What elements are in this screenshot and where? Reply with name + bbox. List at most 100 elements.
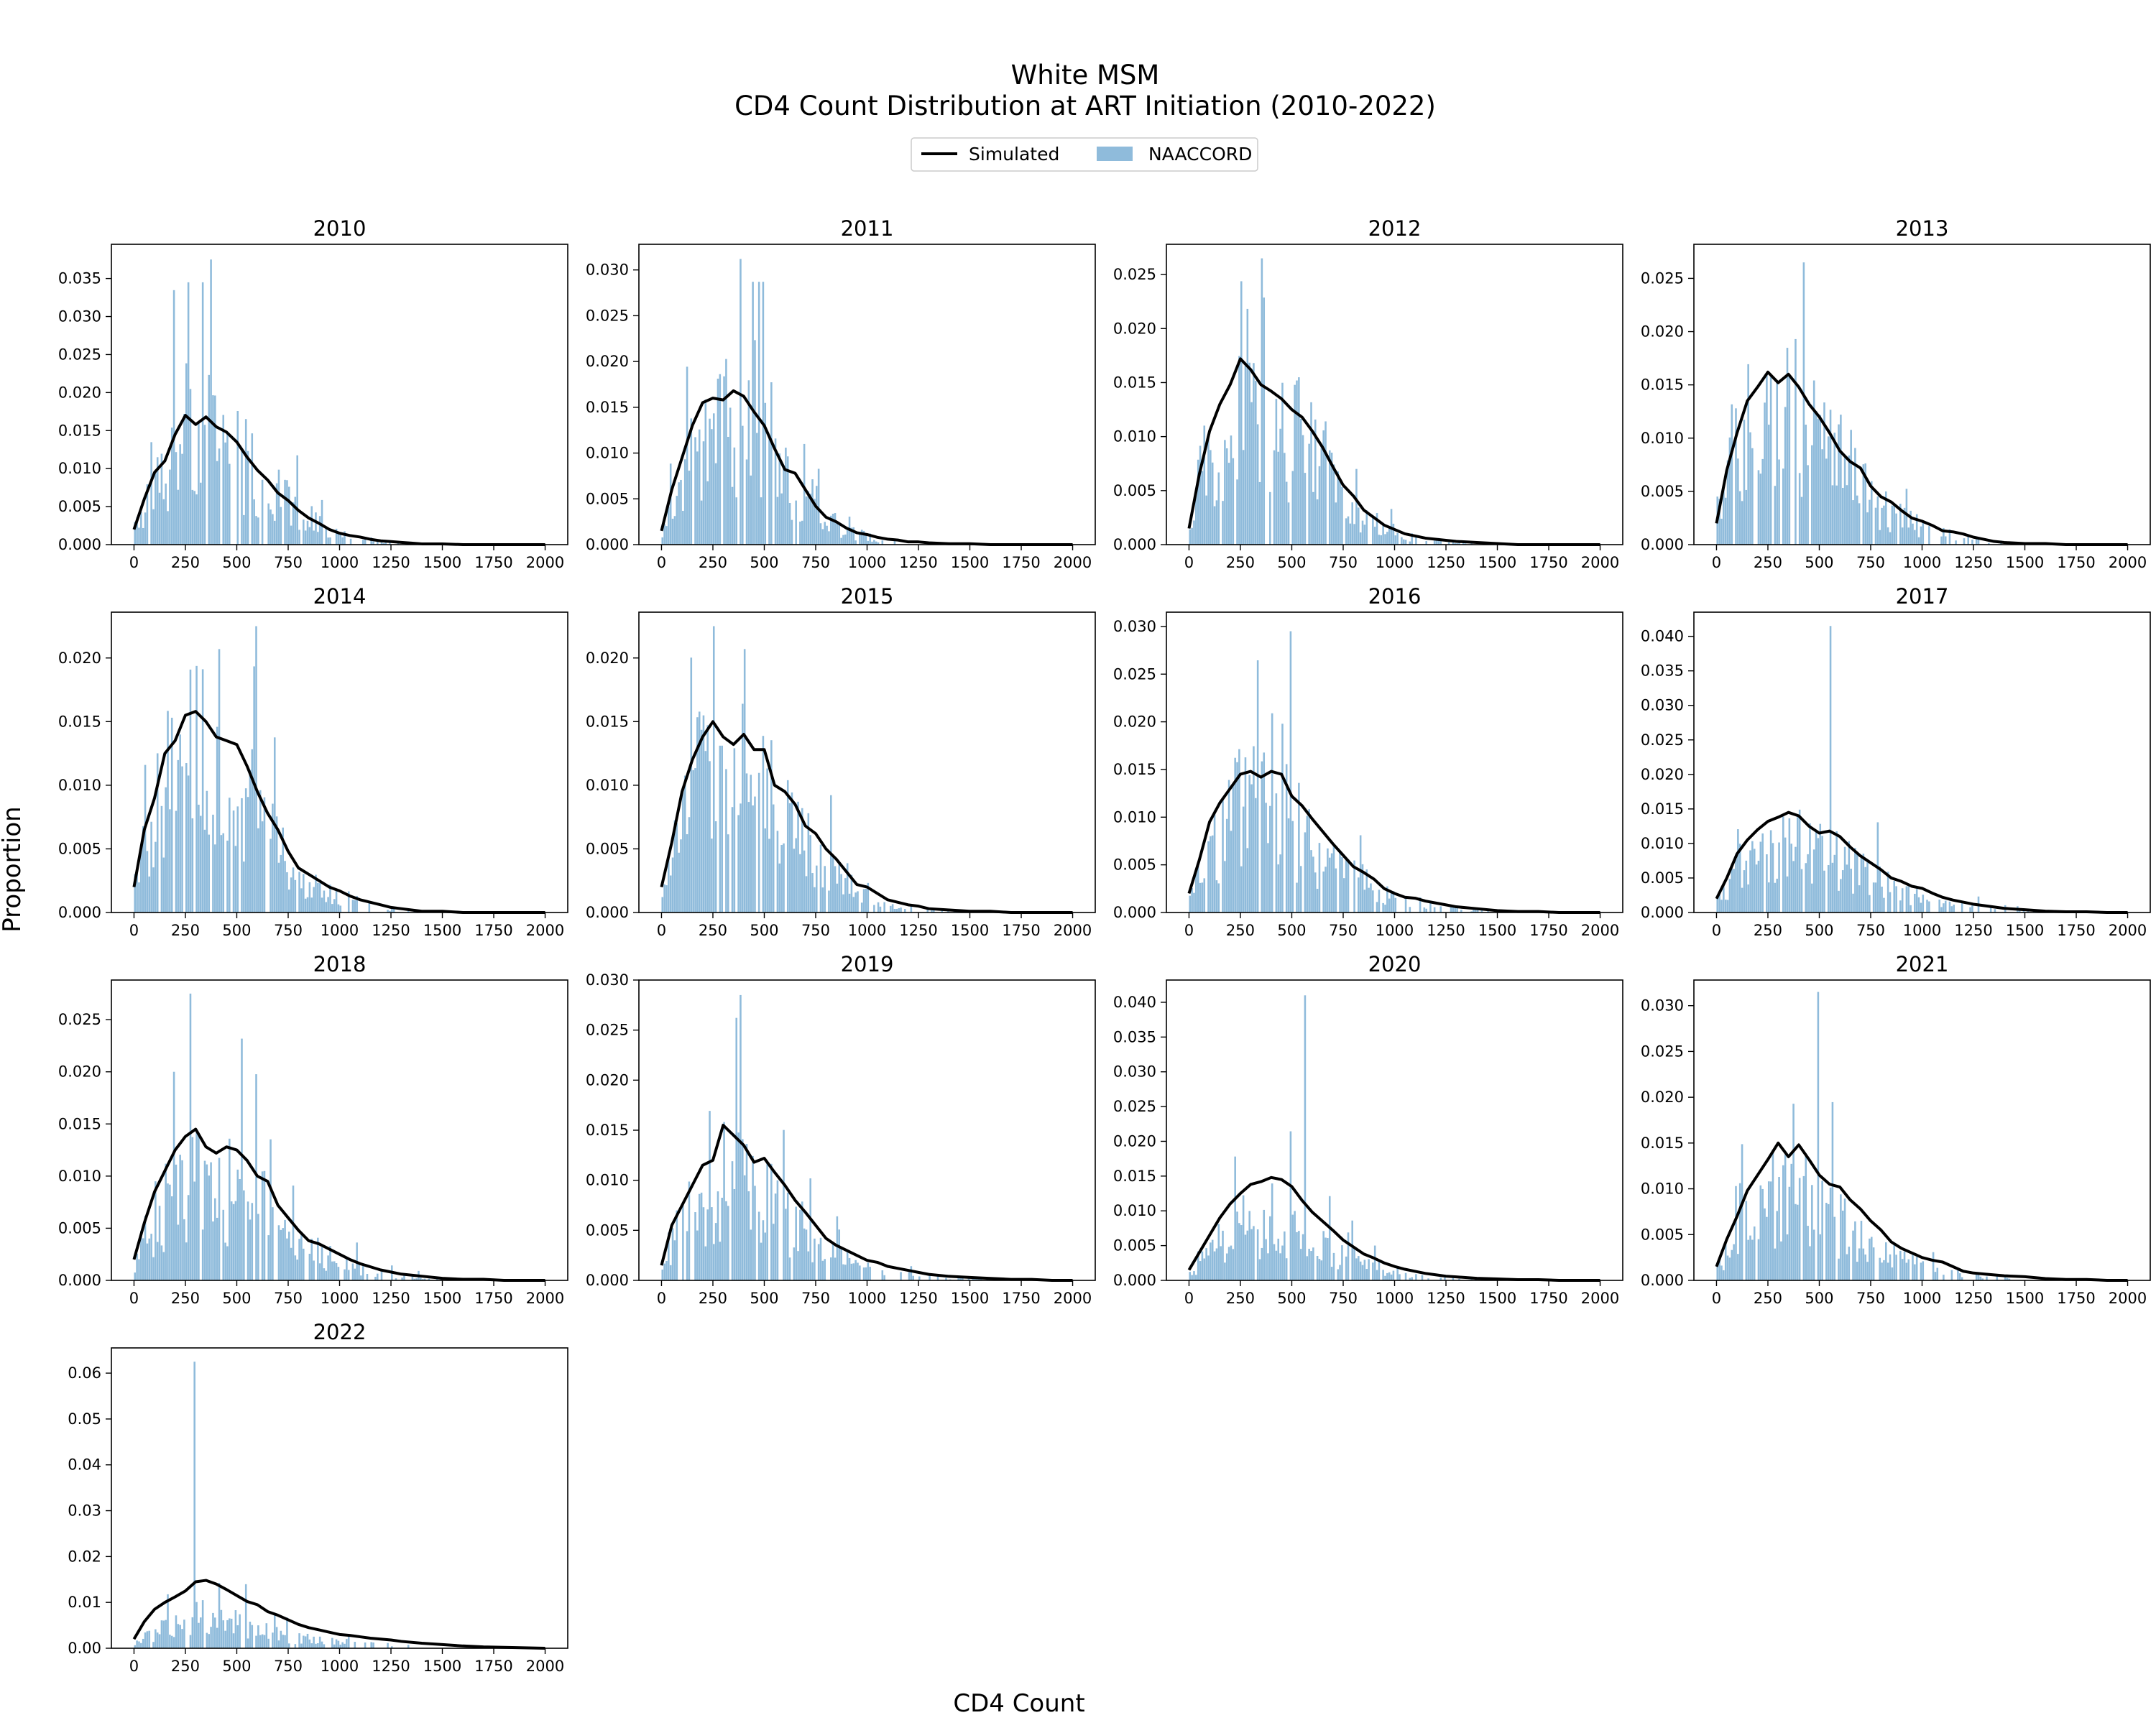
naaccord-bar xyxy=(1949,902,1951,912)
x-tick-label: 750 xyxy=(1329,1290,1358,1307)
naaccord-bar xyxy=(1189,1272,1191,1280)
naaccord-bar xyxy=(754,797,756,912)
naaccord-bar xyxy=(1838,425,1840,545)
y-tick-label: 0.015 xyxy=(586,399,629,416)
naaccord-bar xyxy=(723,1122,725,1280)
naaccord-bar xyxy=(148,1239,150,1280)
naaccord-bar xyxy=(806,876,808,912)
naaccord-bar xyxy=(1920,1262,1922,1280)
x-tick-label: 500 xyxy=(222,1658,251,1675)
naaccord-bar xyxy=(284,1635,286,1648)
naaccord-bar xyxy=(267,504,270,545)
naaccord-bar xyxy=(1914,894,1916,912)
naaccord-bar xyxy=(142,528,144,545)
naaccord-bar xyxy=(233,810,235,912)
naaccord-bar xyxy=(307,1634,309,1648)
naaccord-bars xyxy=(1189,259,1511,545)
naaccord-bar xyxy=(1365,510,1368,545)
naaccord-bar xyxy=(1222,1231,1224,1280)
naaccord-bar xyxy=(684,776,686,912)
naaccord-bar xyxy=(694,437,696,545)
naaccord-bar xyxy=(1848,1247,1851,1280)
naaccord-bar xyxy=(1341,487,1343,545)
x-tick-label: 2000 xyxy=(526,554,564,571)
naaccord-bar xyxy=(175,811,178,912)
naaccord-bar xyxy=(1751,448,1754,545)
naaccord-bar xyxy=(764,1233,766,1281)
naaccord-bar xyxy=(680,480,682,545)
naaccord-bar xyxy=(1214,507,1216,545)
naaccord-bar xyxy=(824,522,826,545)
naaccord-bar xyxy=(1842,488,1844,545)
naaccord-bar xyxy=(711,1207,713,1280)
naaccord-bar xyxy=(688,1181,691,1280)
naaccord-bar xyxy=(1248,775,1250,912)
naaccord-bar xyxy=(797,802,799,912)
naaccord-bar xyxy=(280,1230,282,1280)
naaccord-bar xyxy=(1312,856,1314,912)
naaccord-bar xyxy=(795,838,797,912)
naaccord-bar xyxy=(1887,1262,1889,1280)
naaccord-bar xyxy=(1823,871,1825,912)
naaccord-bar xyxy=(331,1262,333,1280)
naaccord-bar xyxy=(1247,309,1249,545)
x-tick-label: 1500 xyxy=(2006,1290,2044,1307)
naaccord-bar xyxy=(1279,429,1281,545)
naaccord-bar xyxy=(1818,838,1820,912)
naaccord-bar xyxy=(1871,1237,1873,1280)
naaccord-bar xyxy=(313,887,315,912)
naaccord-bar xyxy=(319,883,321,912)
x-tick-label: 500 xyxy=(1805,1290,1833,1307)
naaccord-bar xyxy=(333,1261,336,1280)
naaccord-bar xyxy=(313,1260,315,1280)
x-tick-label: 750 xyxy=(1329,554,1358,571)
naaccord-bar xyxy=(1877,496,1879,545)
naaccord-bar xyxy=(740,803,742,912)
naaccord-bar xyxy=(822,887,824,912)
naaccord-bar xyxy=(1746,1201,1748,1280)
naaccord-bar xyxy=(1319,843,1321,912)
y-tick-label: 0.010 xyxy=(586,445,629,462)
naaccord-bar xyxy=(226,1620,229,1648)
naaccord-bar xyxy=(706,725,709,912)
naaccord-bar xyxy=(321,500,323,545)
y-tick-label: 0.02 xyxy=(68,1548,101,1565)
naaccord-bar xyxy=(1220,1246,1222,1280)
x-tick-label: 1750 xyxy=(474,922,512,939)
naaccord-bar xyxy=(181,1629,183,1648)
naaccord-bar xyxy=(290,1248,292,1280)
naaccord-bar xyxy=(734,448,736,545)
y-tick-label: 0.010 xyxy=(586,1172,629,1189)
x-tick-label: 250 xyxy=(1226,922,1255,939)
naaccord-bar xyxy=(849,1258,851,1280)
naaccord-bar xyxy=(1279,854,1281,912)
naaccord-bar xyxy=(173,1072,175,1280)
naaccord-bar xyxy=(1281,383,1284,545)
naaccord-bar xyxy=(340,535,342,545)
naaccord-bar xyxy=(296,456,298,545)
naaccord-bars xyxy=(661,259,977,545)
naaccord-bar xyxy=(1405,897,1407,912)
x-tick-label: 1500 xyxy=(1478,554,1516,571)
naaccord-bar xyxy=(307,521,309,545)
x-tick-label: 2000 xyxy=(2109,922,2147,939)
x-tick-label: 1500 xyxy=(423,922,461,939)
naaccord-bar xyxy=(1741,501,1743,545)
x-tick-label: 2000 xyxy=(526,1290,564,1307)
y-tick-label: 0.025 xyxy=(1113,665,1156,683)
y-tick-label: 0.010 xyxy=(1113,428,1156,445)
naaccord-bar xyxy=(255,1636,257,1648)
x-tick-label: 500 xyxy=(750,554,778,571)
naaccord-bar xyxy=(1308,809,1310,912)
naaccord-bar xyxy=(777,831,779,912)
naaccord-bar xyxy=(1751,841,1754,912)
naaccord-bar xyxy=(1754,1226,1756,1280)
x-tick-label: 250 xyxy=(1754,1290,1782,1307)
naaccord-bar xyxy=(274,521,276,545)
naaccord-bar xyxy=(1902,527,1904,545)
naaccord-bar xyxy=(1756,864,1758,912)
naaccord-bar xyxy=(1864,867,1866,912)
